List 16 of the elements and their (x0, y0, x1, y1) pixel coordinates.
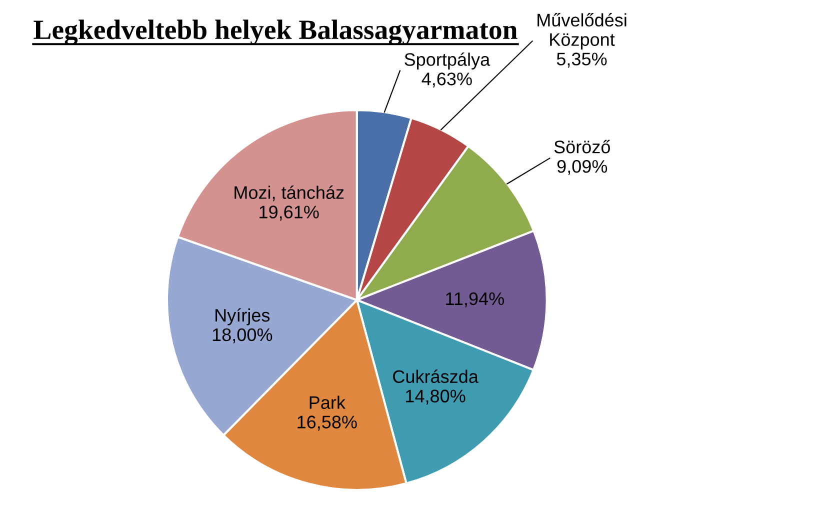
slice-label: Söröző (554, 140, 610, 154)
slice-label: Nyírjes (216, 308, 270, 326)
chart-title: Legkedveltebb helyek Balassagyarmaton (34, 20, 518, 46)
data-label: 11,94% (446, 292, 504, 308)
slice-label: Cukrászda (393, 370, 478, 384)
slice-label: Mozi, táncház (234, 186, 344, 202)
data-label: 9,09% (557, 160, 608, 175)
slice-label: Sportpálya (404, 52, 490, 70)
data-label: 18,00% (212, 328, 272, 344)
data-label: 14,80% (406, 390, 466, 405)
data-label: 5,35% (556, 52, 607, 68)
data-label: 16,58% (298, 416, 357, 431)
slice-label: Művelődési Központ (538, 13, 626, 50)
data-label: 4,63% (422, 72, 472, 88)
data-label: 19,61% (260, 206, 319, 221)
slice-label: Park (310, 396, 346, 409)
